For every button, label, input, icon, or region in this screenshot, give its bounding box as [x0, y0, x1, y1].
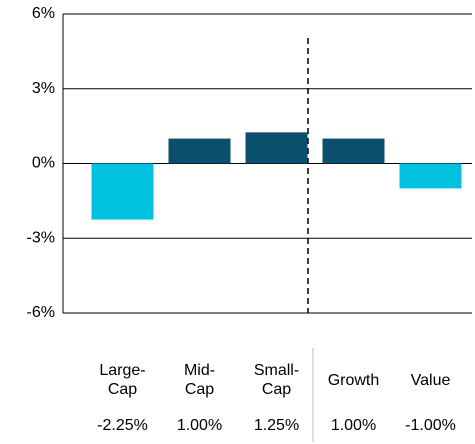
table-value: 1.00% [176, 416, 223, 434]
bar [168, 138, 231, 164]
table-value: -1.00% [405, 416, 456, 434]
y-tick-label: -6% [27, 304, 55, 321]
y-tick-label: 3% [32, 80, 55, 97]
y-tick-label: 0% [32, 155, 55, 172]
y-tick-label: -3% [27, 229, 55, 246]
table-value: 1.00% [330, 416, 377, 434]
table-header: Value [410, 371, 451, 389]
bar [245, 132, 308, 164]
bar [399, 163, 462, 189]
table-value: -2.25% [97, 416, 148, 434]
table-header: Small- Cap [253, 362, 300, 398]
table-value: 1.25% [253, 416, 300, 434]
table-header: Large- Cap [99, 362, 146, 398]
y-tick-label: 6% [32, 5, 55, 22]
bar [322, 138, 385, 164]
bar [91, 163, 154, 220]
table-header: Growth [327, 371, 380, 389]
table-header: Mid- Cap [183, 362, 216, 398]
